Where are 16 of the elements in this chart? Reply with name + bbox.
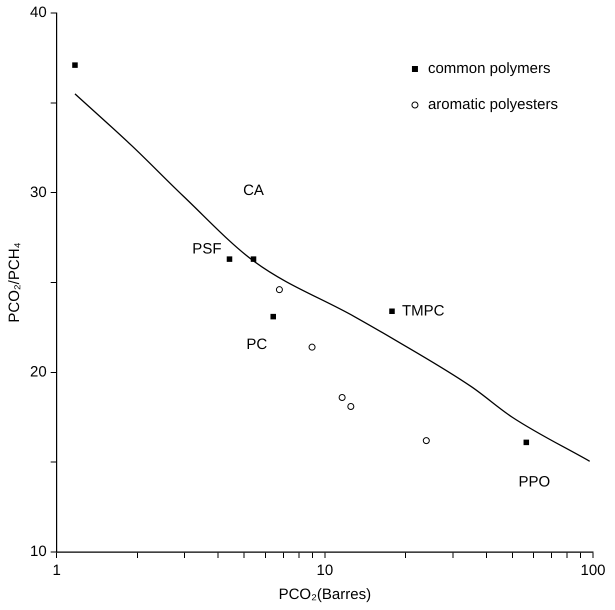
annotation: TMPC xyxy=(402,302,445,320)
y-tick-label: 40 xyxy=(30,4,47,22)
annotation: PSF xyxy=(192,240,222,258)
legend-label: common polymers xyxy=(428,60,550,78)
y-axis-title: PCO₂/PCH₄ xyxy=(6,242,24,323)
annotation: CA xyxy=(243,182,264,200)
y-tick-label: 10 xyxy=(30,543,47,560)
x-tick-label: 10 xyxy=(316,562,334,580)
annotation: PC xyxy=(246,336,268,353)
y-tick-label: 30 xyxy=(30,184,47,201)
x-tick-label: 100 xyxy=(580,562,606,580)
x-axis-title: PCO₂(Barres) xyxy=(278,586,372,604)
y-tick-label: 20 xyxy=(30,363,47,380)
x-tick-label: 1 xyxy=(52,562,61,580)
legend-label: aromatic polyesters xyxy=(428,96,558,114)
annotation: PPO xyxy=(518,474,550,491)
